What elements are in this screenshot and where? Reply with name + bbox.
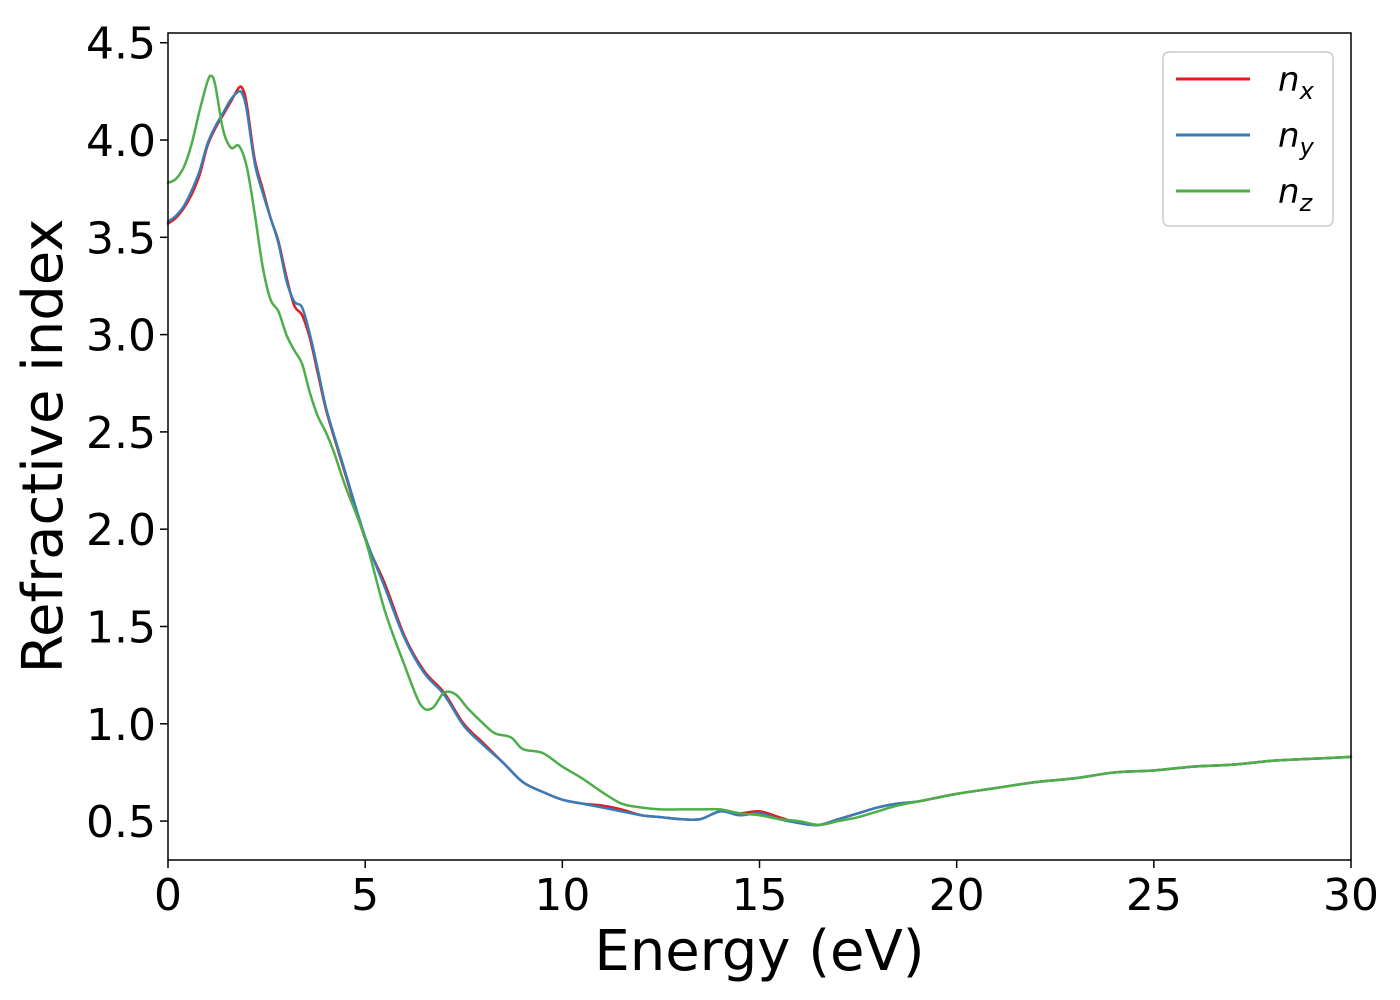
x-tick-label: 25 <box>1126 870 1182 921</box>
x-tick-label: 15 <box>732 870 788 921</box>
x-tick-label: 0 <box>154 870 182 921</box>
y-axis-ticks: 0.5 1.0 1.5 2.0 2.5 3.0 3.5 4.0 4.5 <box>86 19 168 848</box>
legend-label-subscript: z <box>1299 189 1314 217</box>
legend-label-nz: nz <box>1278 172 1314 217</box>
y-axis-label: Refractive index <box>11 219 76 674</box>
plot-lines <box>166 74 1353 827</box>
y-tick-label: 3.0 <box>86 311 156 362</box>
x-tick-label: 10 <box>534 870 590 921</box>
legend-label-base: n <box>1278 172 1300 212</box>
y-tick-label: 2.5 <box>86 408 156 459</box>
legend-label-nx: nx <box>1278 60 1315 105</box>
x-tick-label: 20 <box>929 870 985 921</box>
legend-label-base: n <box>1278 116 1300 156</box>
x-tick-label: 5 <box>351 870 379 921</box>
x-axis-ticks: 0 5 10 15 20 25 30 <box>154 860 1379 921</box>
legend-label-base: n <box>1278 60 1300 100</box>
y-tick-label: 4.5 <box>86 19 156 70</box>
x-tick-label: 30 <box>1323 870 1379 921</box>
legend-box <box>1162 51 1334 227</box>
y-tick-label: 1.5 <box>86 602 156 653</box>
y-tick-label: 2.0 <box>86 505 156 556</box>
y-tick-label: 4.0 <box>86 116 156 167</box>
legend-label-subscript: y <box>1299 133 1315 161</box>
y-tick-label: 0.5 <box>86 797 156 848</box>
legend-label-ny: ny <box>1278 116 1315 161</box>
x-axis-label: Energy (eV) <box>594 919 924 984</box>
series-line-nz <box>166 74 1353 827</box>
legend-label-subscript: x <box>1299 77 1315 105</box>
y-tick-label: 3.5 <box>86 213 156 264</box>
plot-frame <box>167 32 1352 861</box>
y-tick-label: 1.0 <box>86 700 156 751</box>
